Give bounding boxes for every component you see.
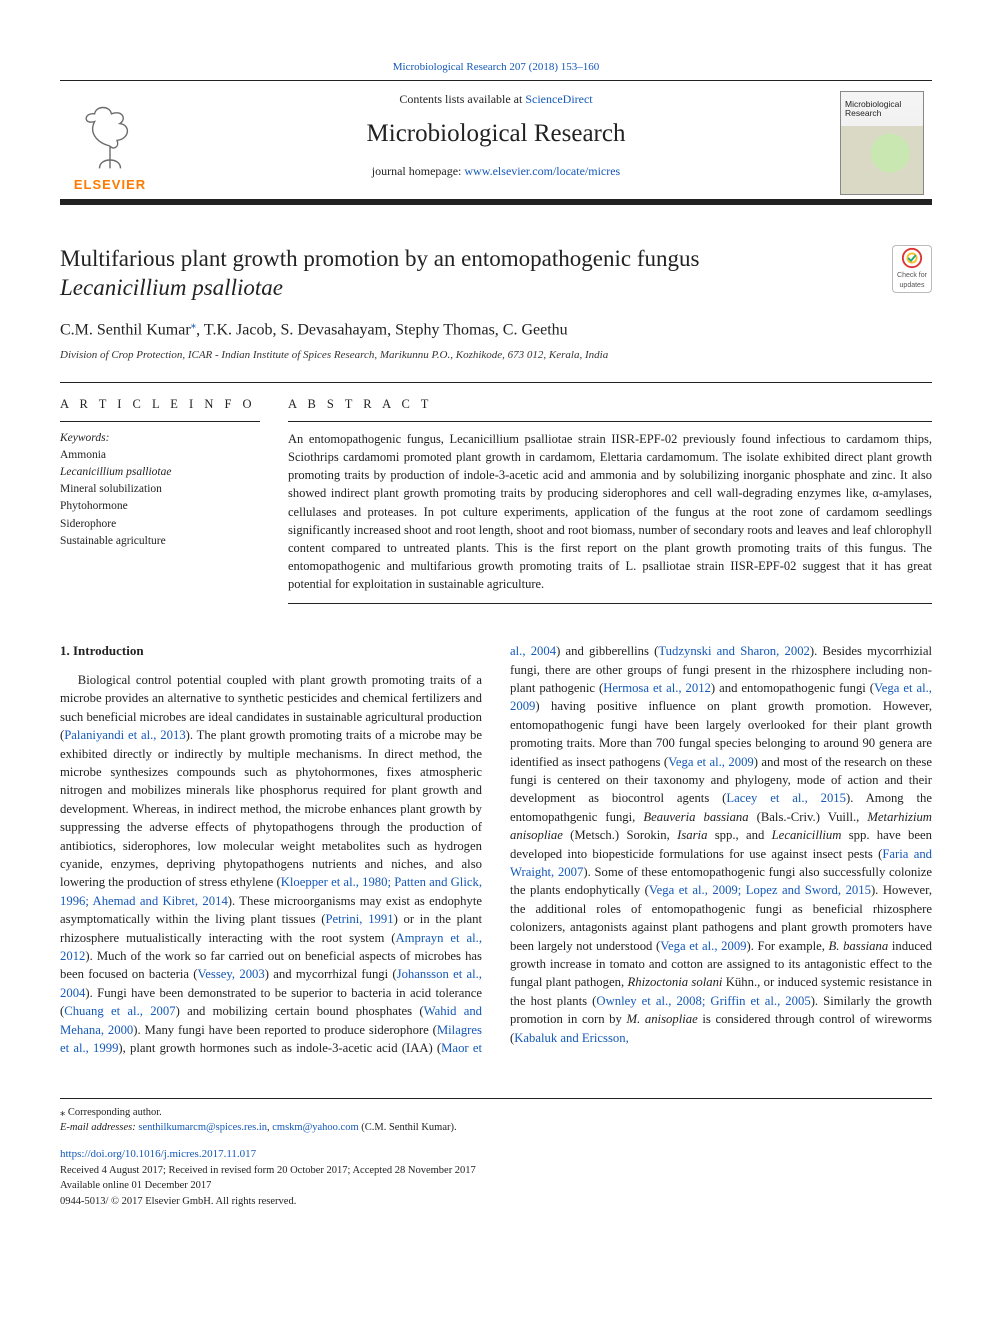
citation[interactable]: Petrini, 1991 [325, 912, 393, 926]
paragraph: Biological control potential coupled wit… [60, 642, 932, 1057]
text: spp., and [707, 828, 771, 842]
citation[interactable]: Chuang et al., 2007 [64, 1004, 175, 1018]
affiliation: Division of Crop Protection, ICAR - Indi… [60, 348, 932, 364]
keyword: Lecanicillium psalliotae [60, 464, 260, 481]
crossmark-icon [901, 247, 923, 269]
article-title: Multifarious plant growth promotion by a… [60, 245, 878, 303]
citation[interactable]: Vessey, 2003 [198, 967, 265, 981]
keyword: Sustainable agriculture [60, 533, 260, 550]
divider [60, 421, 260, 422]
citation[interactable]: Palaniyandi et al., 2013 [64, 728, 185, 742]
online-date: Available online 01 December 2017 [60, 1178, 932, 1194]
email-2[interactable]: cmskm@yahoo.com [272, 1122, 358, 1133]
publisher-name: ELSEVIER [74, 176, 146, 195]
homepage-line: journal homepage: www.elsevier.com/locat… [170, 163, 822, 180]
keywords-list: Ammonia Lecanicillium psalliotae Mineral… [60, 447, 260, 551]
title-line-2: Lecanicillium psalliotae [60, 275, 283, 300]
title-line-1: Multifarious plant growth promotion by a… [60, 246, 699, 271]
species: Lecanicillium [772, 828, 842, 842]
footnotes: ⁎ Corresponding author. E-mail addresses… [60, 1098, 932, 1210]
abstract-heading: A B S T R A C T [288, 395, 932, 413]
corresponding-author-note: ⁎ Corresponding author. [60, 1105, 932, 1121]
author-list: C.M. Senthil Kumar⁎, T.K. Jacob, S. Deva… [60, 318, 932, 342]
body-text: 1. Introduction Biological control poten… [60, 642, 932, 1057]
divider [288, 421, 932, 422]
homepage-prefix: journal homepage: [372, 164, 465, 178]
publisher-logo-block: ELSEVIER [60, 87, 160, 199]
text: ) and entomopathogenic fungi ( [711, 681, 874, 695]
contents-line: Contents lists available at ScienceDirec… [170, 91, 822, 108]
text: ), plant growth hormones such as indole-… [118, 1041, 441, 1055]
species: M. anisopliae [627, 1012, 698, 1026]
divider [60, 382, 932, 383]
article-history: Received 4 August 2017; Received in revi… [60, 1163, 932, 1179]
email-line: E-mail addresses: senthilkumarcm@spices.… [60, 1120, 932, 1136]
copyright: 0944-5013/ © 2017 Elsevier GmbH. All rig… [60, 1194, 932, 1210]
text: ) and mobilizing certain bound phosphate… [176, 1004, 424, 1018]
citation[interactable]: Tudzynski and Sharon, 2002 [658, 644, 810, 658]
text: ) and gibberellins ( [556, 644, 658, 658]
journal-name: Microbiological Research [170, 116, 822, 152]
abstract-text: An entomopathogenic fungus, Lecanicilliu… [288, 430, 932, 593]
keyword: Phytohormone [60, 498, 260, 515]
homepage-link[interactable]: www.elsevier.com/locate/micres [464, 164, 620, 178]
divider [288, 603, 932, 604]
running-header-link[interactable]: Microbiological Research 207 (2018) 153–… [393, 61, 600, 73]
crossmark-label: Check for updates [893, 271, 931, 291]
citation[interactable]: Lacey et al., 2015 [726, 791, 846, 805]
keyword: Ammonia [60, 447, 260, 464]
crossmark-badge[interactable]: Check for updates [892, 245, 932, 293]
citation[interactable]: Ownley et al., 2008; Griffin et al., 200… [596, 994, 810, 1008]
section-heading-intro: 1. Introduction [60, 642, 482, 661]
email-suffix: (C.M. Senthil Kumar). [359, 1122, 457, 1133]
article-info-heading: A R T I C L E I N F O [60, 395, 260, 413]
text: ) and mycorrhizal fungi ( [265, 967, 397, 981]
cover-image-placeholder [841, 126, 923, 194]
citation[interactable]: Vega et al., 2009 [668, 755, 754, 769]
citation[interactable]: Hermosa et al., 2012 [603, 681, 711, 695]
keyword: Mineral solubilization [60, 481, 260, 498]
citation[interactable]: Kabaluk and Ericsson, [514, 1031, 629, 1045]
author-1: C.M. Senthil Kumar [60, 322, 191, 339]
journal-cover-thumb: Microbiological Research [840, 91, 924, 195]
sciencedirect-link[interactable]: ScienceDirect [525, 92, 592, 106]
keywords-label: Keywords: [60, 430, 260, 447]
species: Rhizoctonia solani [627, 975, 722, 989]
email-1[interactable]: senthilkumarcm@spices.res.in [138, 1122, 267, 1133]
citation[interactable]: Vega et al., 2009; Lopez and Sword, 2015 [649, 883, 871, 897]
text: ). For example, [747, 939, 829, 953]
text: (Metsch.) Sorokin, [563, 828, 677, 842]
doi-link[interactable]: https://doi.org/10.1016/j.micres.2017.11… [60, 1148, 256, 1160]
species: Beauveria bassiana [643, 810, 748, 824]
masthead: ELSEVIER Contents lists available at Sci… [60, 80, 932, 205]
running-header: Microbiological Research 207 (2018) 153–… [60, 60, 932, 76]
species: B. bassiana [829, 939, 889, 953]
contents-prefix: Contents lists available at [399, 92, 525, 106]
cover-title-2: Research [845, 109, 919, 118]
email-label: E-mail addresses: [60, 1122, 138, 1133]
citation[interactable]: Vega et al., 2009 [660, 939, 746, 953]
keyword: Siderophore [60, 516, 260, 533]
elsevier-tree-icon [75, 104, 145, 174]
text: ). Many fungi have been reported to prod… [133, 1023, 437, 1037]
text: (Bals.-Criv.) Vuill., [749, 810, 868, 824]
authors-rest: , T.K. Jacob, S. Devasahayam, Stephy Tho… [196, 322, 568, 339]
species: Isaria [677, 828, 707, 842]
text: ). The plant growth promoting traits of … [60, 728, 482, 889]
